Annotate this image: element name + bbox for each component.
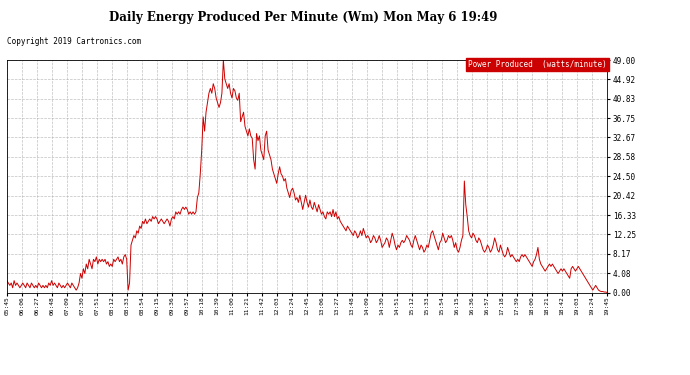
Text: Copyright 2019 Cartronics.com: Copyright 2019 Cartronics.com bbox=[7, 38, 141, 46]
Text: Power Produced  (watts/minute): Power Produced (watts/minute) bbox=[469, 60, 607, 69]
Text: Daily Energy Produced Per Minute (Wm) Mon May 6 19:49: Daily Energy Produced Per Minute (Wm) Mo… bbox=[110, 11, 497, 24]
